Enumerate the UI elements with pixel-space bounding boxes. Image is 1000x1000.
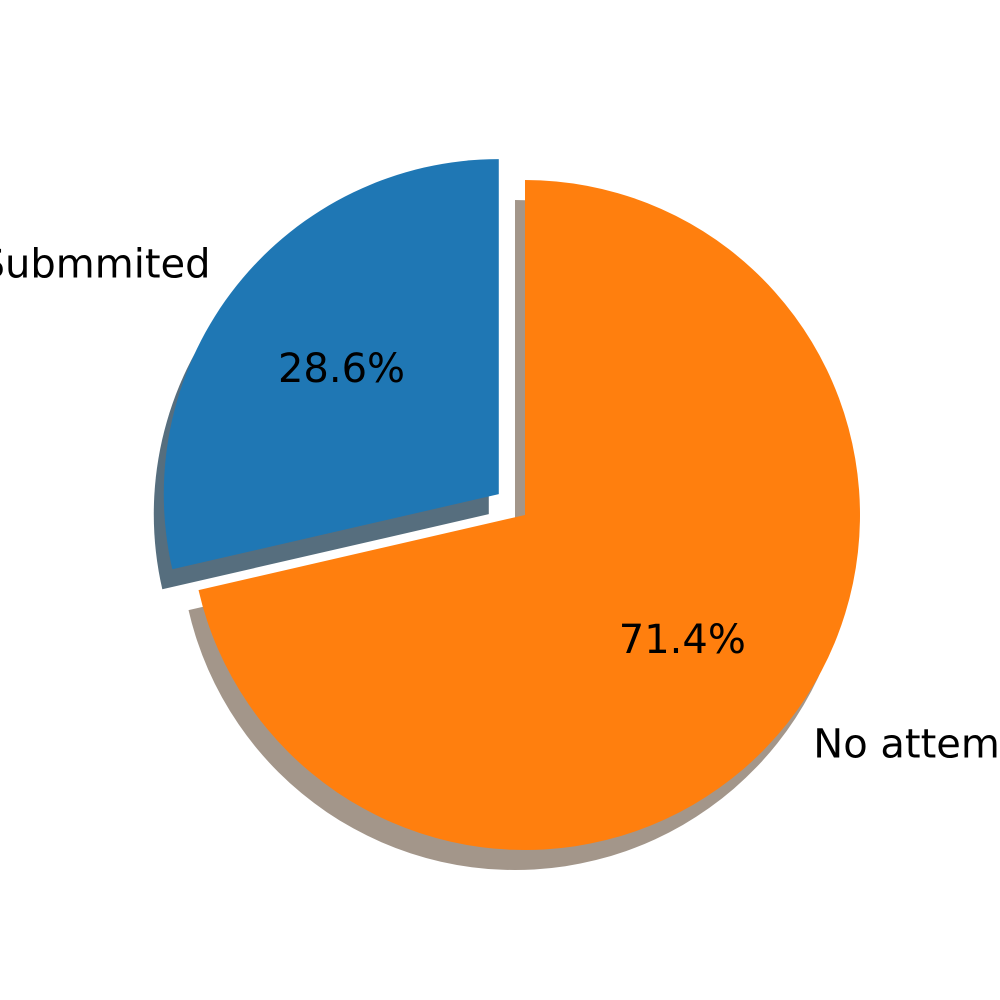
pie-labels: Submmited No attempt 28.6% 71.4% [0,242,1000,768]
slice-percent-no-attempt: 71.4% [619,617,746,663]
pie-slice-0 [163,159,499,570]
slice-label-no-attempt: No attempt [813,722,1000,768]
pie-slices [163,159,860,851]
slice-label-submmited: Submmited [0,242,211,288]
slice-percent-submmited: 28.6% [278,346,405,392]
pie-slice-1 [198,180,860,851]
